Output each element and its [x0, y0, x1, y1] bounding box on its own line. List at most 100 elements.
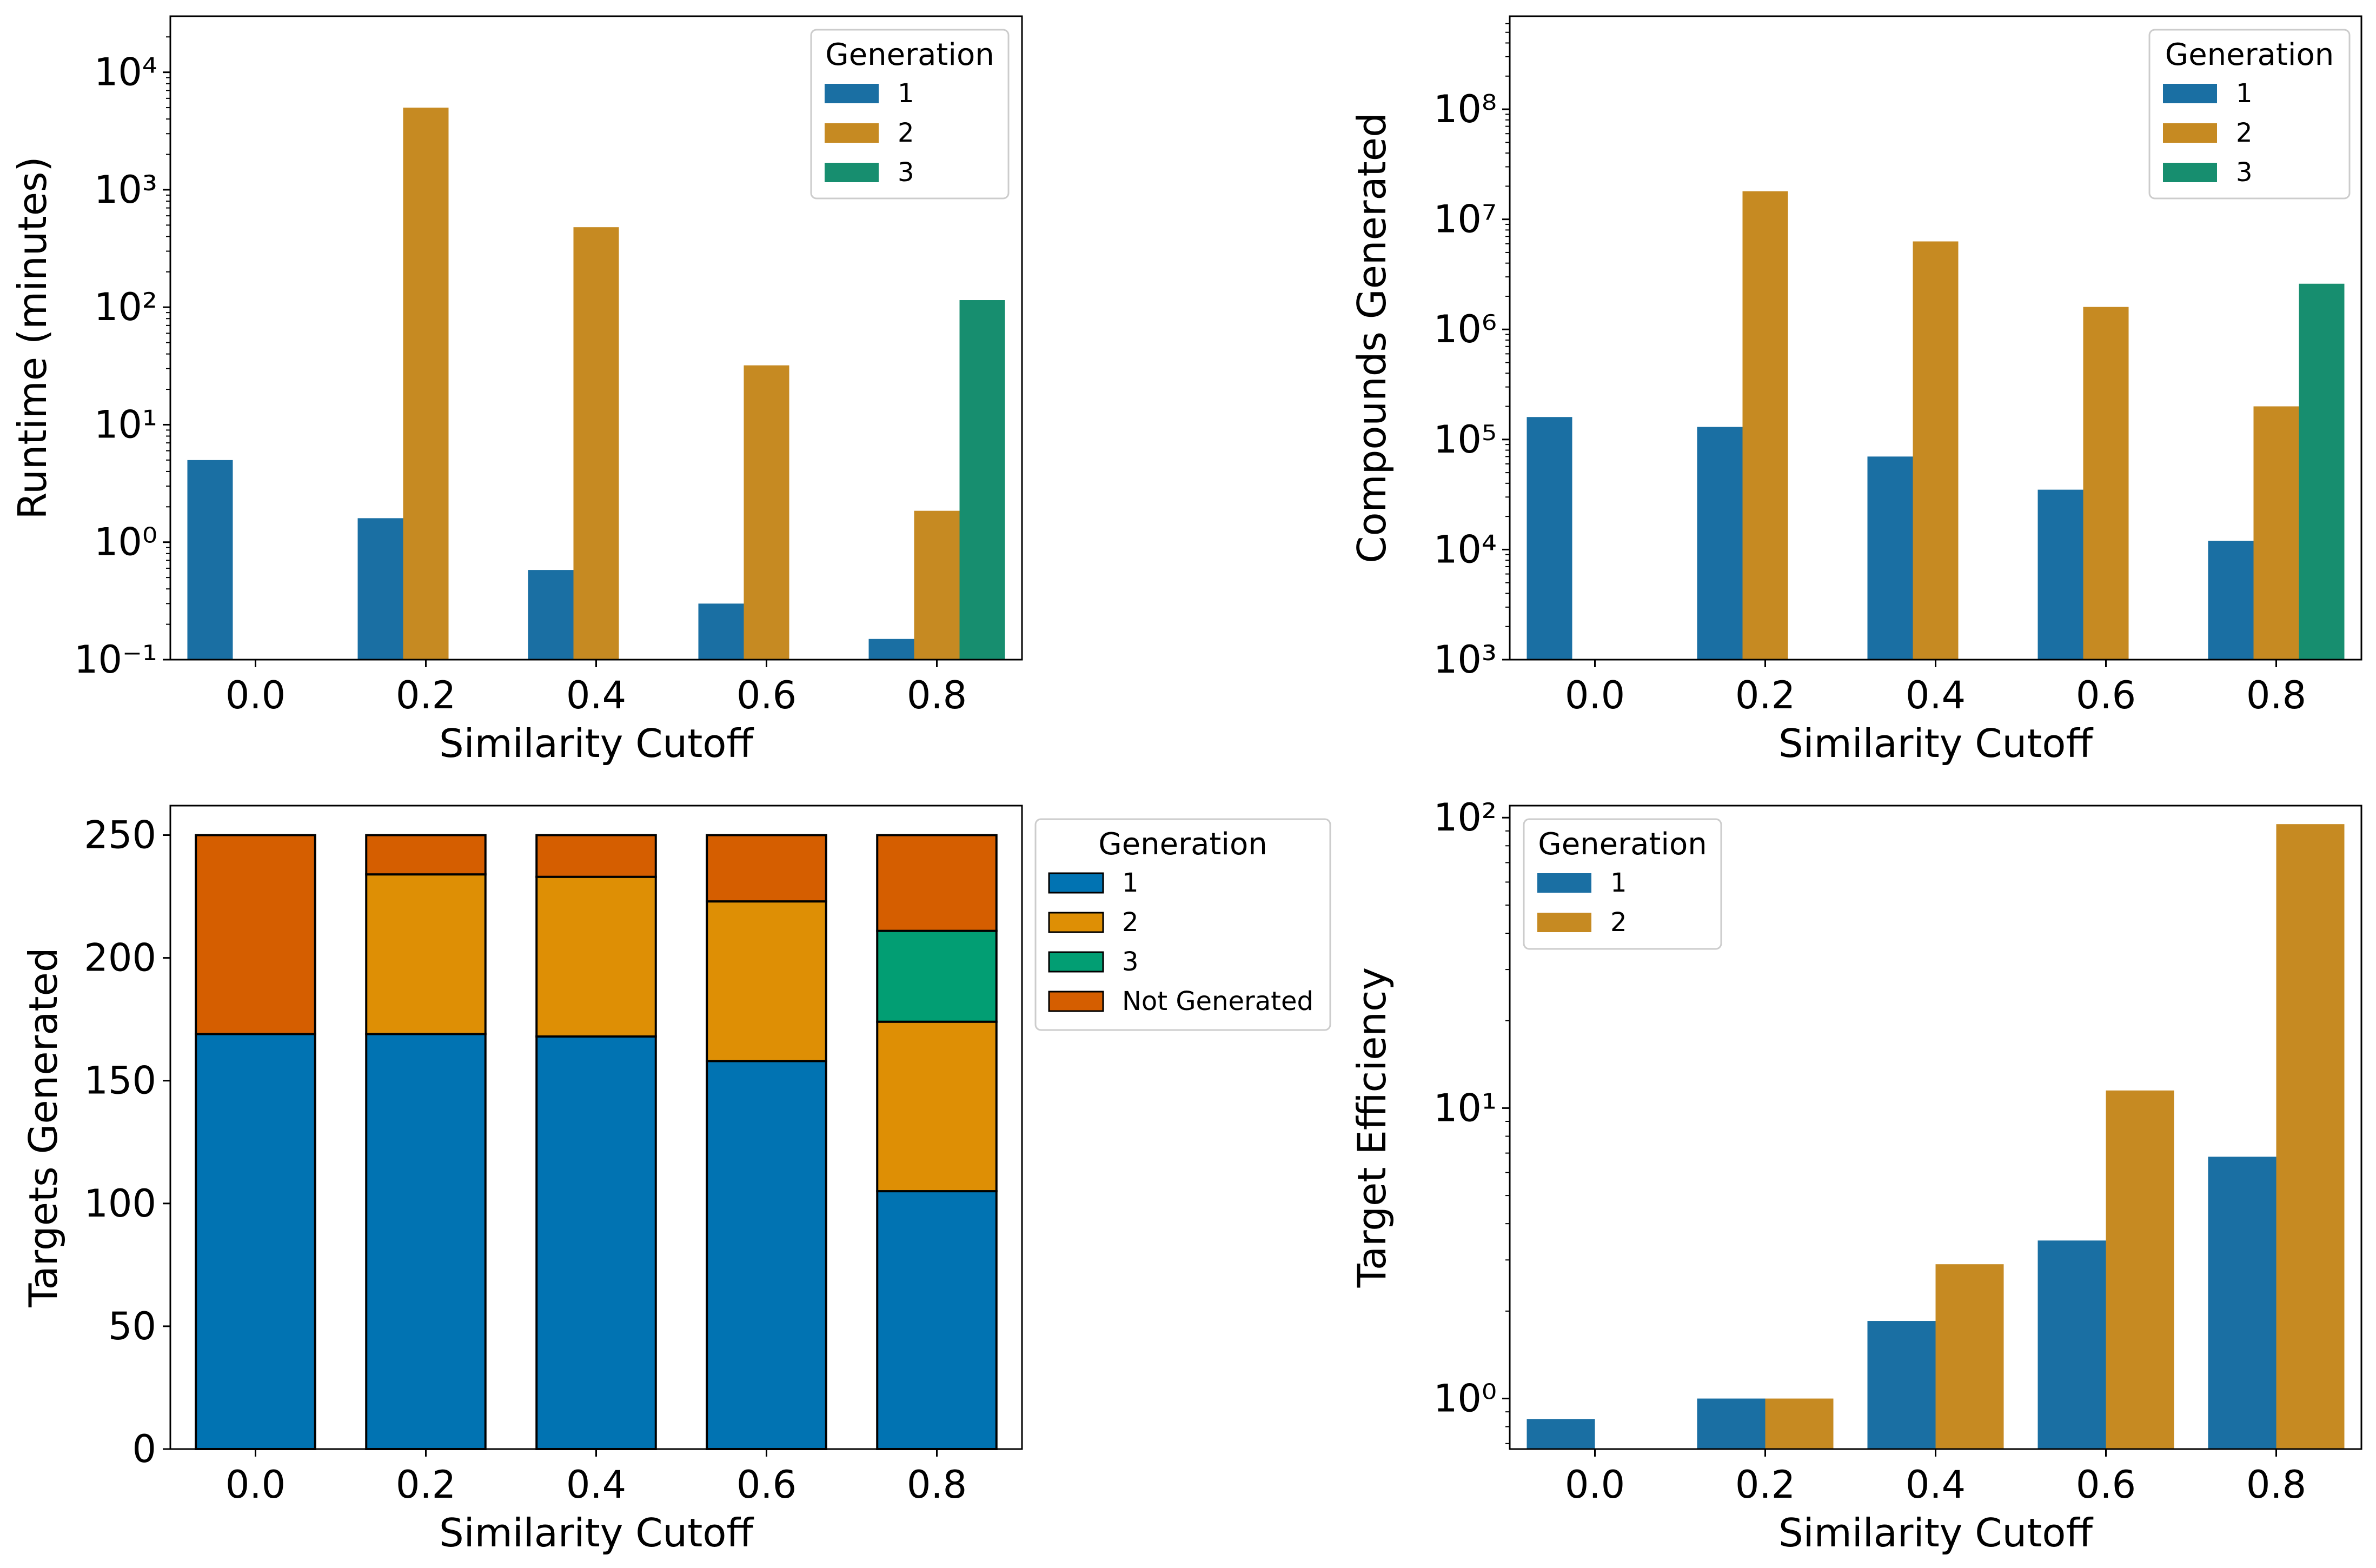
legend-swatch-2 — [1537, 913, 1591, 932]
y-tick-label: 10³ — [1433, 637, 1497, 682]
x-tick-label: 0.4 — [566, 673, 626, 717]
bar-0.8-gen3 — [959, 300, 1005, 660]
legend: Generation 1 2 — [1523, 818, 1722, 950]
bar-0.4-not-generated — [535, 834, 657, 878]
legend: Generation 1 2 3 — [2148, 29, 2351, 200]
bar-0.0-gen1 — [1527, 417, 1572, 660]
bar-0.8-gen2 — [914, 510, 960, 660]
bar-0.0-1 — [195, 1033, 316, 1450]
x-tick-label: 0.0 — [1565, 1463, 1625, 1507]
y-tick-label: 250 — [84, 813, 156, 858]
x-axis-label: Similarity Cutoff — [1778, 1510, 2093, 1556]
x-axis-label: Similarity Cutoff — [439, 1510, 754, 1556]
bar-0.2-1 — [365, 1033, 487, 1450]
x-tick-label: 0.4 — [1906, 673, 1966, 717]
x-tick-label: 0.0 — [1565, 673, 1625, 717]
bar-0.8-gen3 — [2299, 283, 2345, 660]
x-tick-label: 0.4 — [1906, 1463, 1966, 1507]
legend-swatch-1 — [1048, 872, 1104, 894]
y-tick-label: 200 — [84, 936, 156, 980]
runtime-chart: 0.0 0.2 0.4 0.6 0.8 Similarity Cutoff 10⁻¹ 10⁰ 1… — [10, 15, 1023, 766]
bar-0.6-gen1 — [698, 603, 744, 660]
bar-0.6-gen2 — [2083, 307, 2129, 660]
x-tick-label: 0.2 — [396, 1463, 456, 1507]
bar-0.2-gen1 — [1697, 1398, 1766, 1449]
compounds-generated-chart: 0.0 0.2 0.4 0.6 0.8 Similarity Cutoff 10³ 10⁴ 10… — [1349, 15, 2362, 766]
y-tick-label: 10¹ — [1433, 1086, 1497, 1130]
y-tick-label: 10² — [1433, 795, 1497, 840]
y-axis-label: Targets Generated — [21, 947, 66, 1307]
x-tick-label: 0.2 — [396, 673, 456, 717]
bar-0.4-gen2 — [573, 227, 619, 660]
targets-generated-chart: 0.0 0.2 0.4 0.6 0.8 Similarity Cutoff 0 50 100 15… — [21, 805, 1331, 1556]
bar-0.8-not-generated — [876, 834, 998, 932]
legend-box — [1034, 818, 1331, 1031]
x-tick-label: 0.4 — [566, 1463, 626, 1507]
bar-0.2-gen2 — [1742, 191, 1788, 660]
legend-label: 2 — [1122, 907, 1139, 938]
y-tick-label: 10¹ — [94, 402, 157, 447]
bar-0.0-gen1 — [187, 460, 233, 660]
legend-label: 2 — [898, 118, 914, 148]
y-tick-label: 10⁵ — [1433, 417, 1497, 462]
bar-0.2-gen2 — [403, 108, 449, 660]
legend-swatch-1 — [825, 84, 879, 103]
x-tick-label: 0.2 — [1735, 673, 1795, 717]
x-tick-label: 0.8 — [907, 673, 967, 717]
y-tick-label: 10⁰ — [94, 520, 157, 564]
bar-0.0-not-generated — [195, 834, 316, 1035]
bar-0.4-2 — [535, 875, 657, 1038]
legend-label: 2 — [2236, 118, 2253, 148]
bar-0.6-gen1 — [2037, 489, 2083, 660]
bar-0.6-1 — [706, 1060, 827, 1451]
bar-0.6-2 — [706, 900, 827, 1062]
x-tick-label: 0.8 — [2246, 673, 2306, 717]
legend-swatch-not-generated — [1048, 991, 1104, 1012]
legend-swatch-1 — [1537, 873, 1591, 893]
y-tick-label: 10⁸ — [1433, 87, 1497, 131]
y-tick-label: 0 — [132, 1427, 156, 1471]
y-tick-label: 150 — [84, 1059, 156, 1103]
x-tick-label: 0.8 — [2246, 1463, 2306, 1507]
bar-0.4-gen1 — [1867, 456, 1913, 660]
legend-box — [810, 29, 1010, 200]
legend-swatch-3 — [825, 163, 879, 182]
bar-0.8-1 — [876, 1190, 998, 1450]
bar-0.8-gen2 — [2253, 406, 2299, 660]
legend-swatch-2 — [2163, 123, 2217, 143]
bar-0.8-2 — [876, 1020, 998, 1193]
bar-0.2-2 — [365, 873, 487, 1035]
legend-swatch-1 — [2163, 84, 2217, 103]
bar-0.8-gen2 — [2276, 824, 2345, 1449]
bar-0.8-gen1 — [2208, 541, 2254, 660]
bar-0.4-gen1 — [528, 570, 574, 660]
bar-0.8-gen1 — [868, 639, 914, 660]
legend-label: 1 — [1122, 868, 1139, 898]
legend-label: 3 — [1122, 947, 1139, 977]
bar-0.6-gen2 — [744, 365, 789, 660]
bar-0.8-3 — [876, 929, 998, 1023]
bar-0.4-gen1 — [1867, 1321, 1936, 1449]
x-tick-label: 0.6 — [2076, 673, 2136, 717]
bar-0.2-gen1 — [1697, 427, 1743, 660]
bar-0.8-gen1 — [2208, 1157, 2277, 1449]
legend-swatch-2 — [825, 123, 879, 143]
x-tick-label: 0.8 — [907, 1463, 967, 1507]
bar-0.6-not-generated — [706, 834, 827, 903]
y-tick-label: 10⁰ — [1433, 1377, 1497, 1421]
y-tick-label: 10⁴ — [1433, 527, 1497, 572]
x-axis-label: Similarity Cutoff — [1778, 721, 2093, 766]
x-tick-label: 0.6 — [2076, 1463, 2136, 1507]
x-tick-label: 0.6 — [736, 673, 797, 717]
legend-title: Generation — [1098, 827, 1267, 862]
legend-label: 1 — [898, 78, 914, 109]
legend-box — [2148, 29, 2351, 200]
legend-label: 1 — [1610, 868, 1627, 898]
legend-label: 2 — [1610, 907, 1627, 938]
legend-label: Not Generated — [1122, 986, 1313, 1016]
legend-title: Generation — [1538, 827, 1707, 862]
legend-label: 1 — [2236, 78, 2253, 109]
y-tick-label: 10⁷ — [1433, 197, 1497, 242]
y-tick-label: 10⁻¹ — [74, 637, 157, 682]
bar-0.2-gen2 — [1765, 1398, 1834, 1449]
